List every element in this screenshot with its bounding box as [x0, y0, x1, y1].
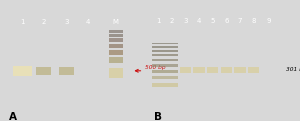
Text: 500 bp: 500 bp: [145, 65, 166, 70]
Bar: [165, 54, 178, 56]
Bar: [165, 70, 178, 73]
Bar: [165, 50, 178, 52]
Text: 3: 3: [64, 19, 69, 25]
Bar: [165, 59, 178, 61]
Bar: [207, 67, 218, 73]
Bar: [180, 67, 191, 73]
Bar: [109, 44, 123, 48]
Text: 5: 5: [211, 18, 215, 24]
Text: M: M: [112, 19, 118, 25]
Text: 2: 2: [42, 19, 46, 25]
Bar: [152, 64, 164, 67]
Bar: [13, 66, 32, 76]
Text: 301 bp: 301 bp: [286, 67, 300, 72]
Bar: [234, 67, 246, 73]
Text: 8: 8: [251, 18, 256, 24]
Bar: [248, 67, 260, 73]
Text: 3: 3: [183, 18, 188, 24]
Bar: [109, 68, 123, 78]
Bar: [36, 67, 51, 75]
Bar: [152, 59, 164, 61]
Bar: [152, 46, 164, 48]
Bar: [165, 64, 178, 67]
Text: A: A: [8, 112, 16, 121]
Bar: [165, 43, 178, 44]
Text: 9: 9: [266, 18, 271, 24]
Text: 1: 1: [20, 19, 25, 25]
Bar: [152, 83, 164, 87]
Bar: [165, 83, 178, 87]
Bar: [220, 67, 232, 73]
Text: 6: 6: [224, 18, 229, 24]
Bar: [152, 70, 164, 73]
Bar: [109, 57, 123, 63]
Bar: [109, 34, 123, 37]
Bar: [109, 30, 123, 33]
Bar: [152, 76, 164, 79]
Text: 4: 4: [86, 19, 90, 25]
Text: 2: 2: [169, 18, 174, 24]
Bar: [59, 67, 74, 75]
Bar: [193, 67, 205, 73]
Text: 7: 7: [238, 18, 242, 24]
Bar: [109, 50, 123, 55]
Bar: [165, 76, 178, 79]
Text: 4: 4: [197, 18, 201, 24]
Bar: [109, 38, 123, 42]
Text: 1: 1: [156, 18, 160, 24]
Bar: [152, 43, 164, 44]
Bar: [152, 54, 164, 56]
Text: B: B: [154, 112, 162, 121]
Bar: [152, 50, 164, 52]
Bar: [165, 46, 178, 48]
